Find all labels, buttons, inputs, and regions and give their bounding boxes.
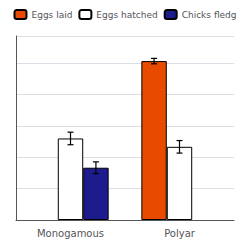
svg-text:Eggs hatched: Eggs hatched bbox=[96, 10, 157, 20]
svg-text:Polyar: Polyar bbox=[164, 228, 196, 239]
svg-text:Eggs laid: Eggs laid bbox=[31, 10, 72, 20]
svg-text:Monogamous: Monogamous bbox=[37, 228, 104, 239]
svg-text:Chicks fledg: Chicks fledg bbox=[182, 10, 237, 20]
